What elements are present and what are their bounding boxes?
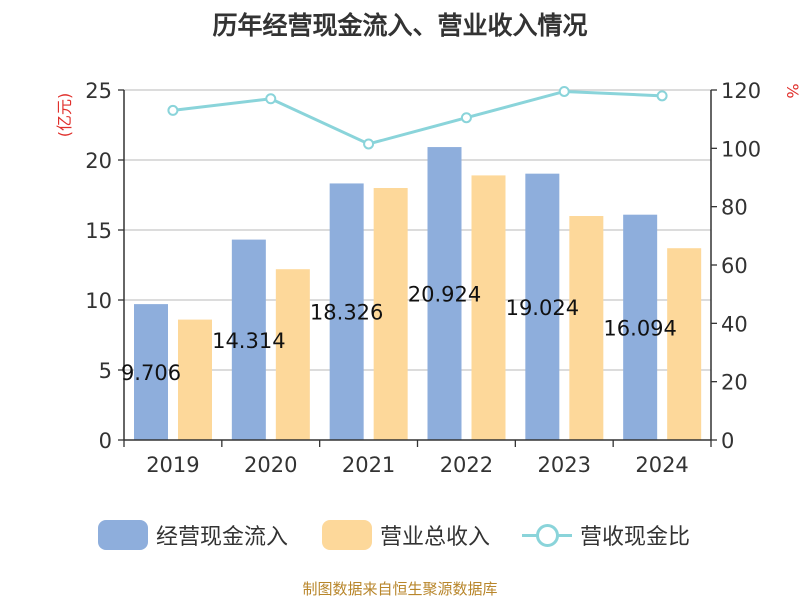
bar-cash-inflow [329,183,364,440]
bar-revenue [373,188,408,440]
left-tick-label: 15 [85,219,112,243]
left-tick-label: 20 [85,149,112,173]
x-tick-label: 2023 [538,453,591,477]
bar-data-label: 14.314 [212,329,285,353]
legend-item-ratio[interactable]: .leg-line::before{background:#8ad4da;} 营… [522,518,690,552]
left-axis-unit: (亿元) [55,93,74,138]
legend-item-cash-inflow[interactable]: 经营现金流入 [98,518,288,552]
chart-title: 历年经营现金流入、营业收入情况 [212,11,588,40]
bar-cash-inflow [427,147,462,440]
bar-cash-inflow [525,173,560,440]
bar-revenue [667,248,702,440]
ratio-point [656,90,668,102]
ratio-point [460,112,472,124]
bar-data-label: 16.094 [603,316,676,340]
right-tick-label: 120 [721,79,761,103]
right-tick-label: 80 [721,196,748,220]
x-tick-label: 2021 [342,453,395,477]
x-tick-label: 2022 [440,453,493,477]
right-tick-label: 0 [721,429,734,453]
x-tick-label: 2020 [244,453,297,477]
right-tick-label: 40 [721,312,748,336]
left-tick-label: 0 [99,429,112,453]
legend-label-revenue: 营业总收入 [380,525,491,550]
bar-cash-inflow [231,239,266,440]
bar-revenue [178,319,212,440]
ratio-point [363,138,375,150]
legend-label-ratio: 营收现金比 [580,525,691,550]
bar-cash-inflow [623,214,658,440]
bar-data-label: 9.706 [121,361,181,385]
x-tick-label: 2024 [635,453,688,477]
legend-line-ratio-icon: .leg-line::before{background:#8ad4da;} [522,520,572,550]
right-tick-label: 100 [721,137,761,161]
bar-revenue [569,216,604,440]
x-tick-label: 2019 [146,453,199,477]
right-tick-label: 60 [721,254,748,278]
bar-data-label: 19.024 [506,296,579,320]
source-note: 制图数据来自恒生聚源数据库 [302,580,498,598]
legend: 经营现金流入 营业总收入 .leg-line::before{backgroun… [0,518,800,552]
ratio-point [558,85,570,97]
bar-revenue [471,175,506,440]
right-tick-label: 20 [721,371,748,395]
ratio-point [167,104,179,116]
left-tick-label: 5 [99,359,112,383]
ratio-line [172,89,663,146]
bar-cash-inflow [134,304,168,440]
ratio-point [265,93,277,105]
bar-data-label: 20.924 [408,283,481,307]
legend-swatch-revenue [322,520,372,550]
right-axis-unit: % [783,83,800,98]
left-tick-label: 10 [85,289,112,313]
bar-data-label: 18.326 [310,301,383,325]
legend-label-cash-inflow: 经营现金流入 [156,525,289,550]
left-tick-label: 25 [85,79,112,103]
legend-swatch-cash-inflow [98,520,148,550]
legend-item-revenue[interactable]: 营业总收入 [322,518,490,552]
bar-revenue [275,269,310,440]
